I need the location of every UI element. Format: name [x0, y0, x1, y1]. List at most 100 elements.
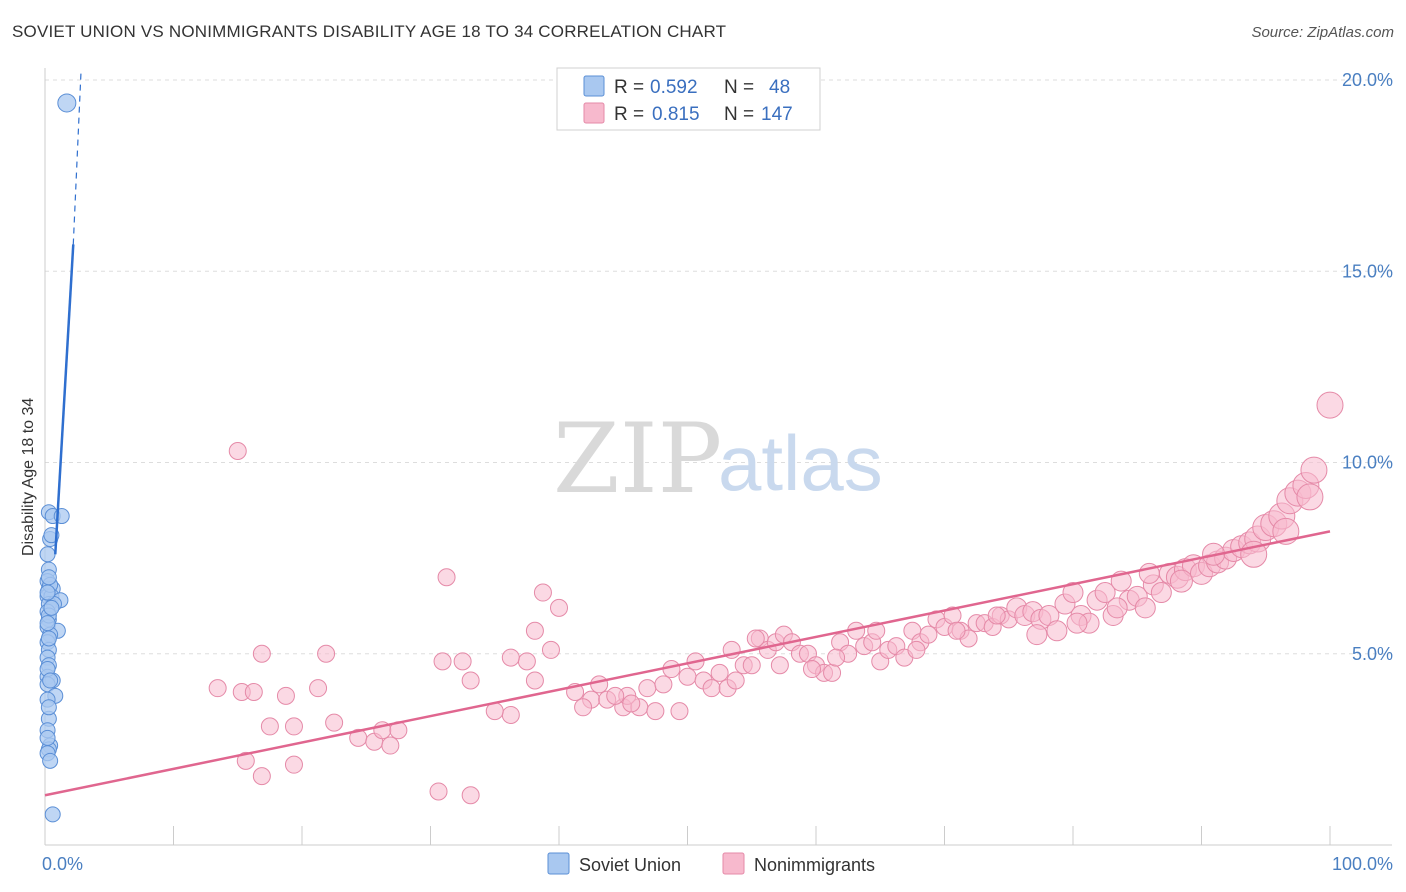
nonimmigrants-point [823, 663, 842, 682]
nonimmigrants-point [208, 679, 227, 698]
y-tick-label: 15.0% [1342, 261, 1393, 281]
soviet-union-point [42, 752, 59, 769]
y-axis-label: Disability Age 18 to 34 [20, 398, 37, 556]
nonimmigrants-point [746, 629, 765, 648]
bottom-legend-label-nonimm: Nonimmigrants [754, 855, 875, 875]
soviet-union-point [39, 584, 56, 601]
nonimmigrants-point [1150, 582, 1172, 604]
nonimmigrants-point [654, 675, 673, 694]
chart-title: SOVIET UNION VS NONIMMIGRANTS DISABILITY… [12, 22, 727, 41]
legend-n-value-soviet: 48 [769, 77, 790, 98]
nonimmigrants-point [919, 625, 938, 644]
soviet-union-point [40, 630, 57, 647]
nonimmigrants-point [461, 671, 480, 690]
nonimmigrants-point [429, 782, 448, 801]
soviet-union-point [39, 615, 56, 632]
nonimmigrants-point [710, 663, 729, 682]
y-tick-label: 10.0% [1342, 453, 1393, 473]
bottom-legend-label-soviet: Soviet Union [579, 855, 681, 875]
y-tick-label: 20.0% [1342, 70, 1393, 90]
bottom-legend: Soviet Union Nonimmigrants [547, 852, 875, 875]
nonimmigrants-trend-line [44, 530, 1331, 797]
nonimmigrants-point [638, 679, 657, 698]
soviet-union-point [39, 729, 56, 746]
nonimmigrants-point [533, 583, 552, 602]
nonimmigrants-point [1026, 624, 1048, 646]
top-legend: R = 0.592 N = 48 R = 0.815 N = 147 [556, 67, 821, 131]
soviet-union-point [42, 672, 59, 689]
nonimmigrants-point [525, 671, 544, 690]
nonimmigrants-point [433, 652, 452, 671]
soviet-union-point [40, 699, 57, 716]
nonimmigrants-point [1094, 582, 1116, 604]
nonimmigrants-point [325, 713, 344, 732]
soviet-union-point [43, 599, 60, 616]
nonimmigrants-point [541, 640, 560, 659]
nonimmigrants-point [907, 640, 926, 659]
nonimmigrants-point [670, 702, 689, 721]
nonimmigrants-point [228, 442, 247, 461]
soviet-union-point [57, 93, 77, 113]
nonimmigrants-point [309, 679, 328, 698]
nonimmigrants-point [284, 717, 303, 736]
nonimmigrants-point [726, 671, 745, 690]
nonimmigrants-point [590, 675, 609, 694]
nonimmigrants-point [1106, 597, 1128, 619]
nonimmigrants-point [284, 755, 303, 774]
nonimmigrants-point [678, 667, 697, 686]
nonimmigrants-point [947, 621, 966, 640]
nonimmigrants-point [381, 736, 400, 755]
nonimmigrants-point [244, 683, 263, 701]
nonimmigrants-point [252, 767, 271, 786]
y-tick-label: 5.0% [1352, 644, 1393, 664]
nonimmigrants-points [208, 391, 1344, 805]
legend-r-value-nonimm: 0.815 [652, 104, 700, 125]
nonimmigrants-point [646, 702, 665, 721]
nonimmigrants-point [606, 686, 625, 705]
nonimmigrants-point [517, 652, 536, 671]
tick-labels: 5.0% 10.0% 15.0% 20.0% 0.0% 100.0% [42, 70, 1393, 874]
soviet-union-trend-line [54, 244, 75, 555]
nonimmigrants-point [574, 698, 593, 717]
nonimmigrants-point [260, 717, 279, 736]
nonimmigrants-point [501, 705, 520, 724]
soviet-union-point [40, 569, 57, 586]
bottom-legend-swatch-nonimm [722, 852, 745, 875]
legend-n-label-soviet: N = [724, 77, 754, 98]
nonimmigrants-point [501, 648, 520, 667]
nonimmigrants-point [702, 679, 721, 698]
nonimmigrants-point [1066, 612, 1088, 634]
nonimmigrants-point [987, 606, 1006, 625]
nonimmigrants-point [802, 660, 821, 679]
trend-lines [44, 72, 1331, 797]
nonimmigrants-point [276, 686, 295, 705]
nonimmigrants-point [1169, 569, 1193, 593]
watermark-zip: ZIP [553, 403, 722, 515]
nonimmigrants-point [437, 568, 456, 587]
soviet-union-trend-extension [72, 72, 82, 245]
nonimmigrants-point [1296, 483, 1324, 511]
nonimmigrants-point [1134, 597, 1156, 619]
legend-r-label-nonimm: R = [614, 104, 644, 125]
bottom-legend-swatch-soviet [547, 852, 570, 875]
x-tick-label-end: 100.0% [1332, 854, 1393, 874]
nonimmigrants-point [1316, 391, 1344, 419]
nonimmigrants-point [317, 644, 336, 663]
axes [44, 68, 1392, 846]
soviet-union-point [44, 806, 61, 823]
soviet-union-point [39, 546, 56, 563]
nonimmigrants-point [550, 598, 568, 617]
nonimmigrants-point [252, 644, 271, 663]
nonimmigrants-point [770, 656, 789, 675]
nonimmigrants-point [453, 652, 472, 671]
legend-r-label-soviet: R = [614, 77, 644, 98]
soviet-union-points [39, 93, 77, 823]
nonimmigrants-point [461, 786, 480, 805]
x-tick-label-start: 0.0% [42, 854, 83, 874]
nonimmigrants-point [742, 656, 761, 675]
source-credit: Source: ZipAtlas.com [1251, 24, 1394, 41]
nonimmigrants-point [1300, 456, 1328, 484]
legend-n-label-nonimm: N = [724, 104, 754, 125]
nonimmigrants-point [1046, 620, 1068, 642]
